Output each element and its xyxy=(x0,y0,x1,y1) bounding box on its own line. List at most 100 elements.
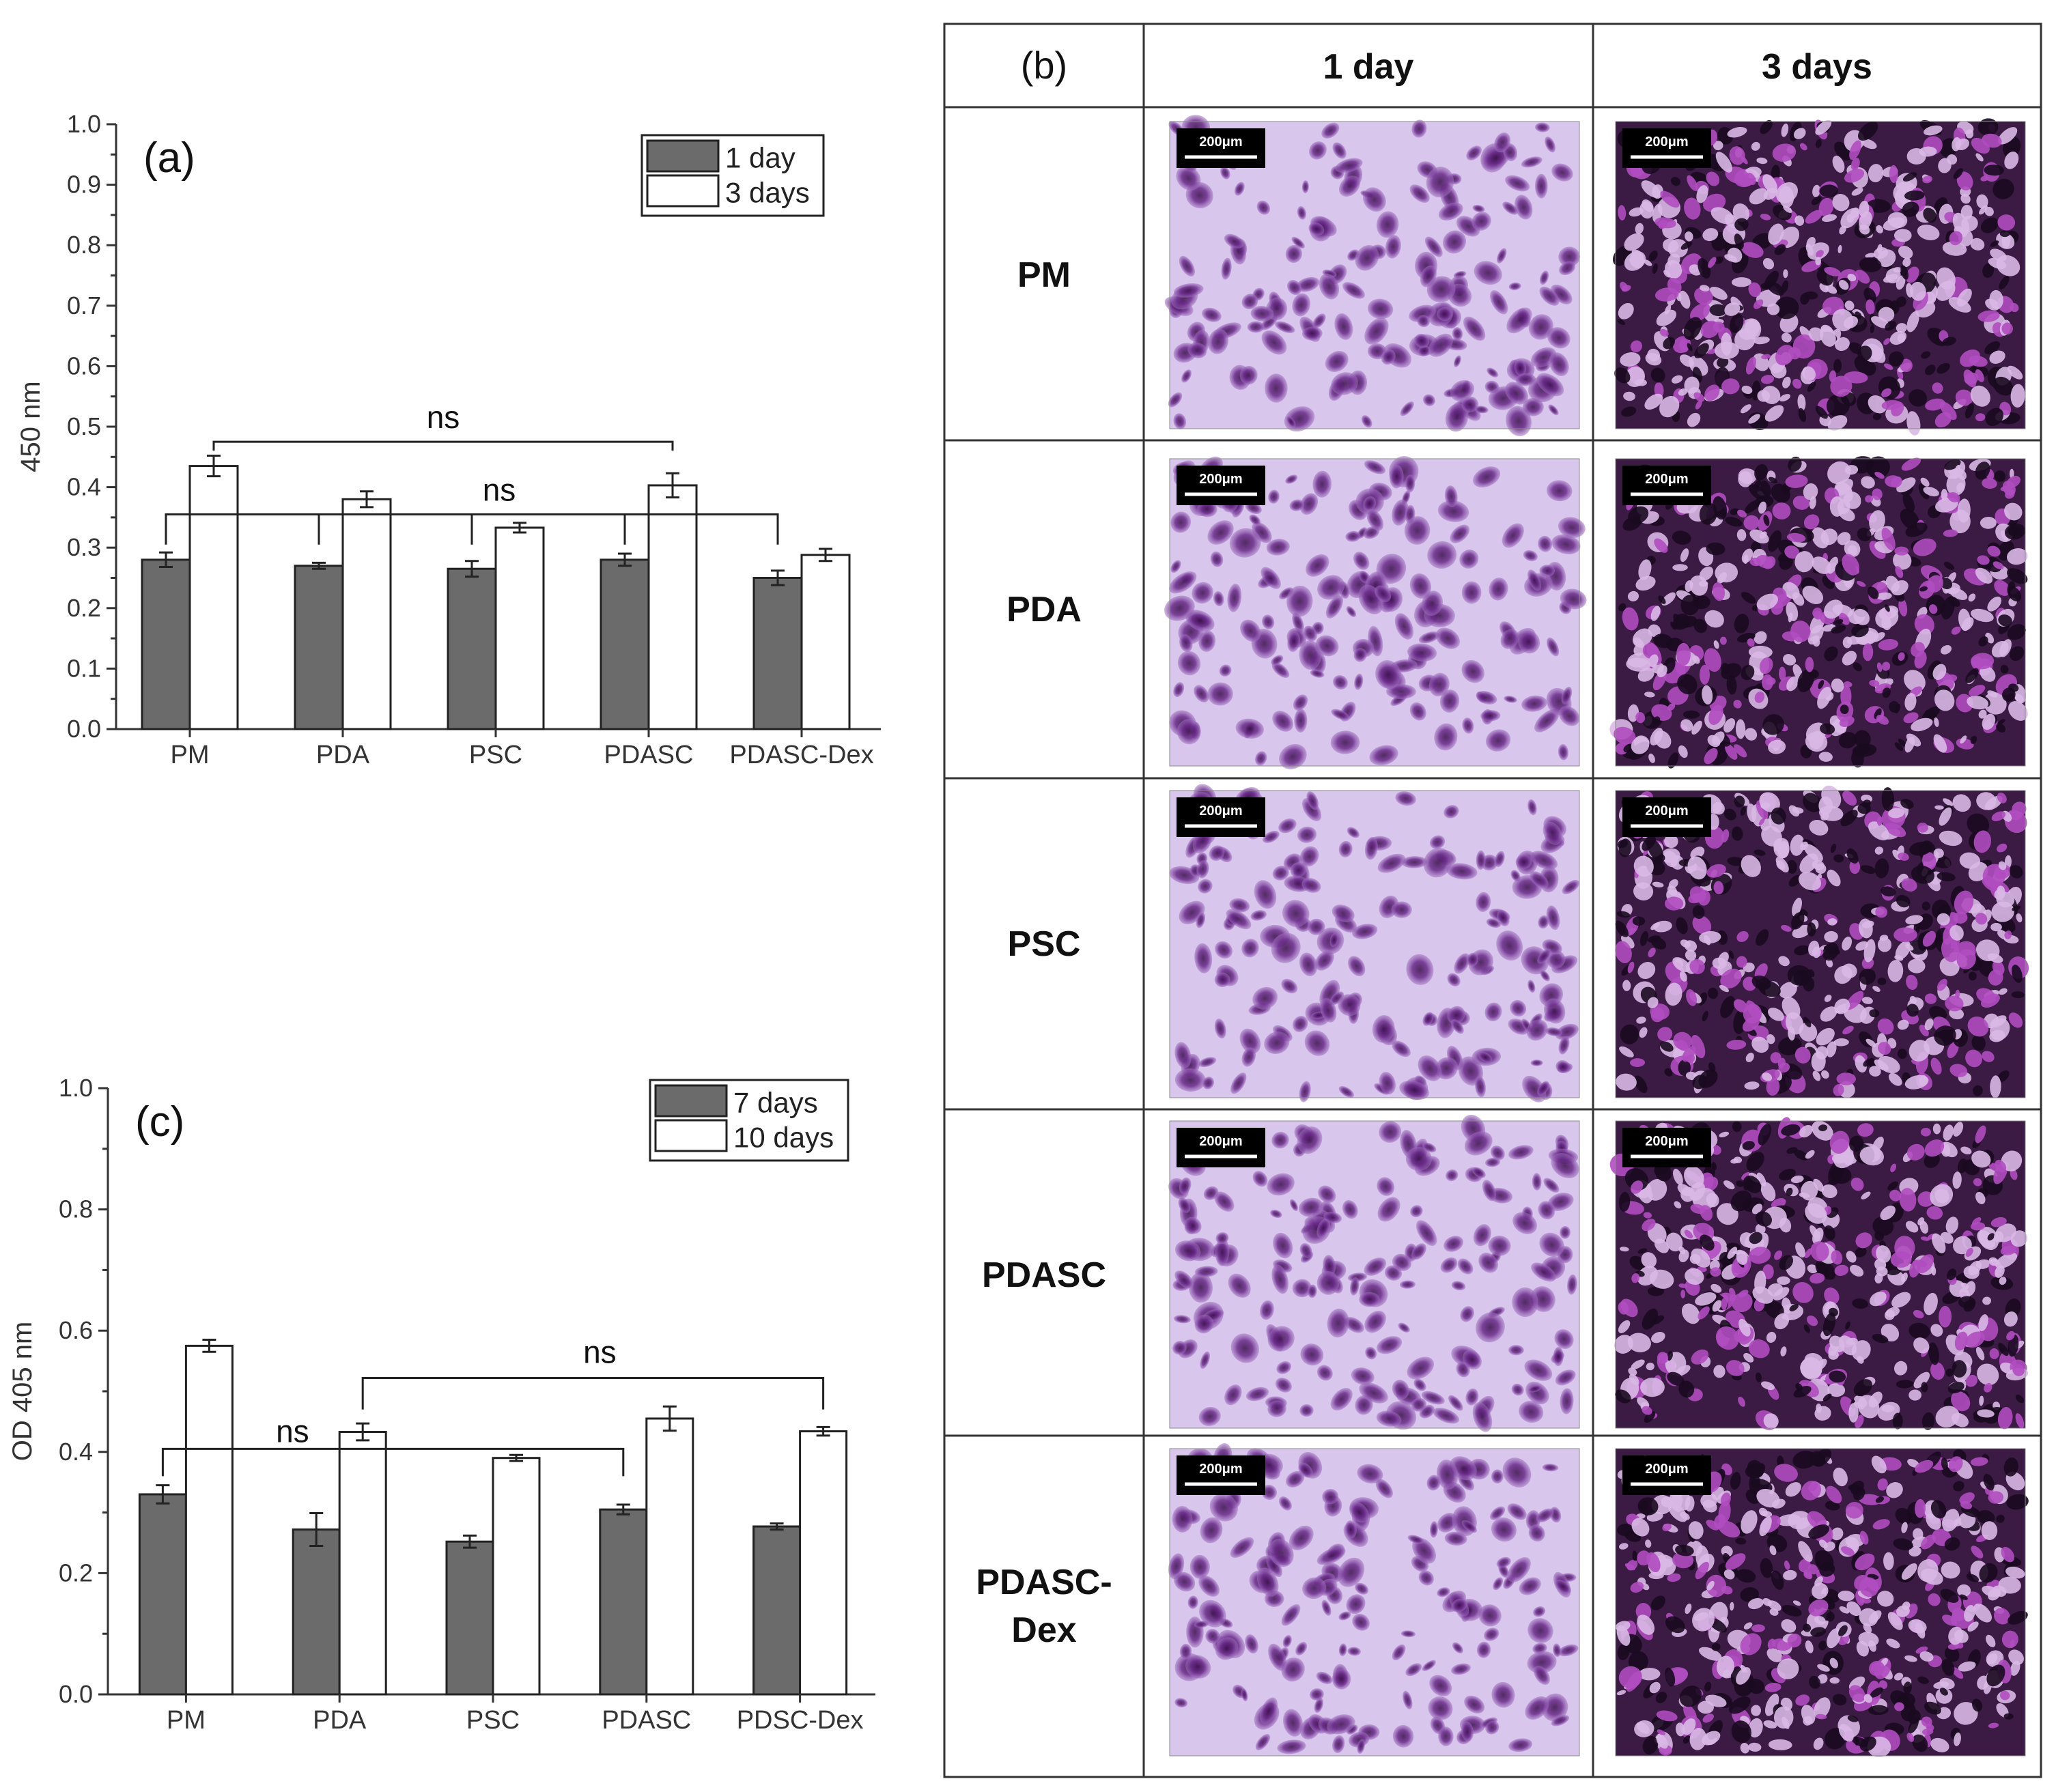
cell xyxy=(1539,270,1549,285)
cell xyxy=(1868,1391,1883,1408)
cell xyxy=(1870,324,1874,334)
cell xyxy=(1994,580,2010,596)
cell xyxy=(1872,986,1881,993)
cell xyxy=(1654,538,1668,553)
cell xyxy=(1764,1682,1782,1692)
cell xyxy=(1721,663,1742,680)
cell xyxy=(1857,1123,1874,1137)
cell xyxy=(1924,1292,1938,1315)
x-tick-label: PDA xyxy=(313,1706,367,1735)
cell xyxy=(1788,1511,1812,1530)
cell xyxy=(1646,1179,1667,1201)
cell xyxy=(1863,1623,1872,1634)
cell xyxy=(1208,328,1229,354)
cell xyxy=(1947,154,1958,165)
cell xyxy=(1973,1603,1992,1623)
y-tick-label: 0.6 xyxy=(59,1316,93,1344)
cell xyxy=(1630,1582,1644,1593)
cell xyxy=(2006,548,2028,565)
cell xyxy=(1510,999,1527,1017)
cell xyxy=(1629,207,1644,217)
cell xyxy=(1832,193,1850,212)
cell xyxy=(1639,1027,1648,1038)
cell xyxy=(1983,692,2007,715)
cell xyxy=(1902,201,1919,217)
bar xyxy=(338,1430,387,1696)
cell xyxy=(1857,121,1878,141)
cell xyxy=(1867,586,1879,599)
cell xyxy=(1996,1514,2005,1523)
cell xyxy=(1316,1671,1333,1684)
cell xyxy=(1296,276,1320,292)
cell xyxy=(1215,1232,1229,1245)
cell xyxy=(1620,352,1641,367)
cell xyxy=(1876,715,1889,725)
cell xyxy=(1925,398,1945,411)
cell xyxy=(1267,1326,1295,1352)
cell xyxy=(1405,474,1416,493)
cell xyxy=(1809,1225,1819,1239)
cell xyxy=(1709,304,1727,317)
cell xyxy=(1993,1608,2010,1625)
cell xyxy=(1857,528,1872,541)
cell xyxy=(1615,1621,1631,1632)
cell xyxy=(1905,522,1928,537)
cell xyxy=(1618,838,1632,857)
cell xyxy=(1898,852,1909,861)
cell xyxy=(1841,1546,1855,1556)
cell xyxy=(1699,502,1717,525)
cell xyxy=(1786,532,1806,543)
cell xyxy=(1364,317,1389,345)
cell xyxy=(1901,1563,1917,1580)
cell xyxy=(1771,807,1786,825)
bar xyxy=(494,526,545,730)
table-border xyxy=(943,23,2042,1778)
cell xyxy=(1870,1687,1883,1698)
cell xyxy=(1631,1518,1650,1537)
cell xyxy=(1809,1272,1825,1284)
cell xyxy=(1944,1537,1960,1551)
cell xyxy=(1949,925,1964,941)
cell xyxy=(1878,606,1899,620)
cell xyxy=(1754,691,1765,703)
y-tick-label: 0.8 xyxy=(59,1195,93,1223)
cell xyxy=(1815,250,1824,258)
cell xyxy=(1664,1068,1673,1077)
ns-label: ns xyxy=(276,1413,309,1449)
cell xyxy=(1896,323,1907,333)
cell xyxy=(1682,710,1700,719)
cell xyxy=(1971,1546,1984,1559)
cell xyxy=(1861,1191,1871,1199)
cell xyxy=(1934,717,1939,727)
cell xyxy=(1984,1382,1992,1393)
cell xyxy=(1762,258,1775,270)
cell xyxy=(1877,937,1892,952)
cell xyxy=(1881,616,1891,631)
cell xyxy=(1444,485,1458,507)
cell xyxy=(1756,800,1769,820)
cell xyxy=(1685,580,1693,593)
cell xyxy=(1824,1288,1840,1305)
cell xyxy=(1834,998,1850,1014)
cell xyxy=(1643,1212,1652,1219)
cell xyxy=(1504,696,1517,703)
cell xyxy=(1921,1728,1934,1735)
cell xyxy=(1631,1273,1640,1283)
cell xyxy=(1377,1336,1403,1354)
cell xyxy=(1678,388,1688,396)
cell xyxy=(1859,1146,1884,1166)
cell xyxy=(1228,1273,1251,1298)
cell xyxy=(1813,1178,1825,1192)
cell xyxy=(1667,239,1689,258)
cell xyxy=(1881,886,1896,897)
cell xyxy=(1928,1342,1939,1365)
cell xyxy=(1518,630,1540,654)
cell xyxy=(1678,1380,1695,1398)
cell xyxy=(1173,682,1185,698)
cell xyxy=(1876,816,1883,826)
cell xyxy=(2004,502,2023,521)
cell xyxy=(1491,1681,1515,1708)
cell xyxy=(1654,287,1679,302)
cell xyxy=(1726,1360,1745,1376)
